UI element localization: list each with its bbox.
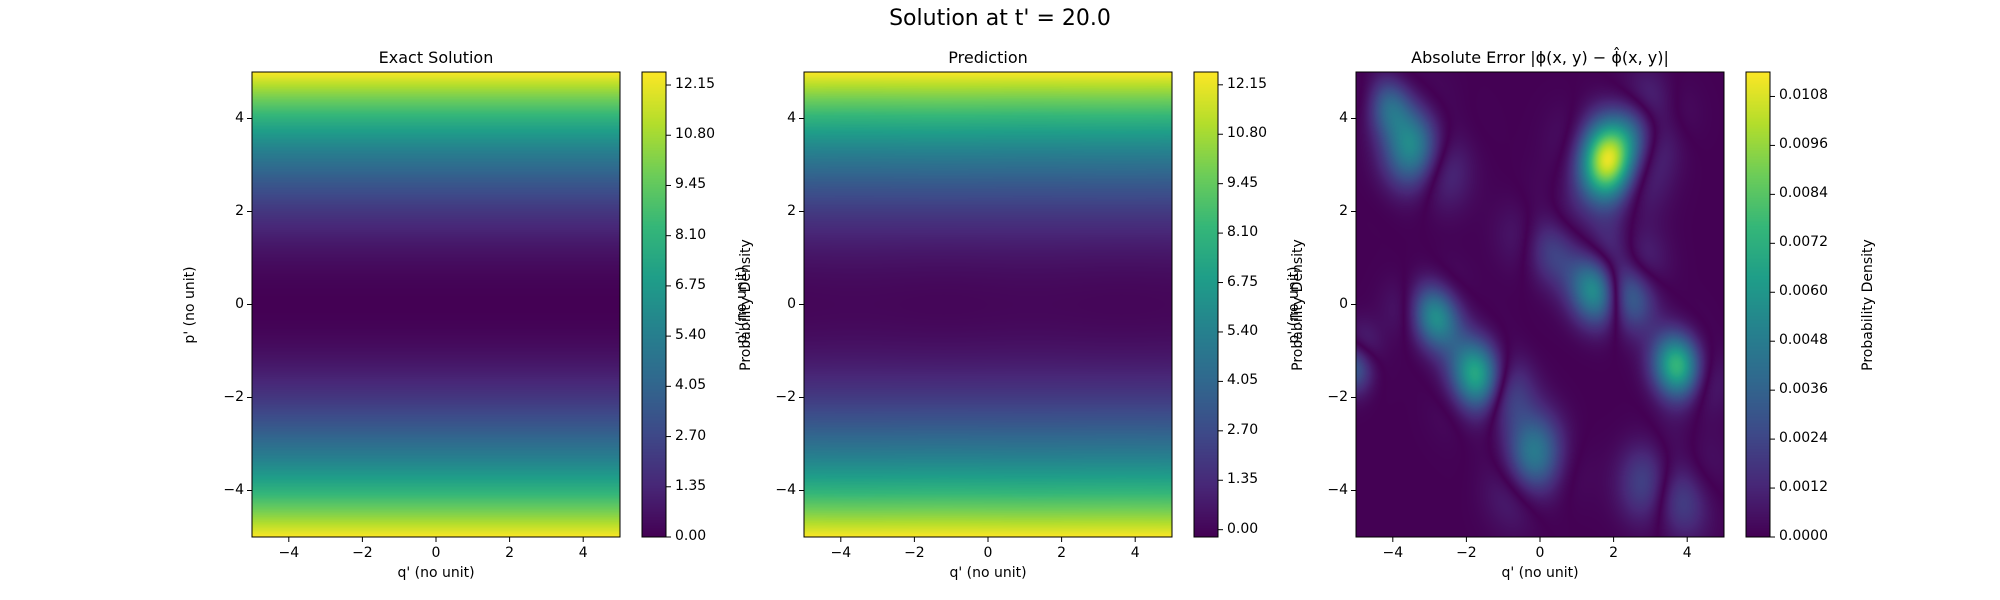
x-tick-label: −2: [352, 545, 373, 561]
x-tick-label: 2: [1609, 545, 1619, 561]
x-tick-label: 2: [505, 545, 515, 561]
y-tick-label: −2: [223, 388, 244, 405]
y-tick-label: 2: [787, 202, 796, 219]
colorbar-tick-label: 1.35: [675, 477, 707, 494]
y-tick-label: −2: [775, 388, 796, 405]
y-tick-label: 0: [1339, 295, 1348, 312]
colorbar-tick-label: 0.0012: [1779, 479, 1828, 496]
colorbar-tick-label: 12.15: [675, 76, 716, 93]
panel-title: Absolute Error |ϕ(x, y) − ϕ̂(x, y)|: [1411, 48, 1669, 67]
x-tick-label: 4: [1682, 545, 1692, 561]
colorbar-tick-label: 9.45: [675, 176, 707, 193]
colorbar-tick-label: 0.0060: [1779, 283, 1828, 300]
x-tick-label: −2: [904, 545, 925, 561]
x-tick-label: −4: [830, 545, 852, 561]
colorbar-tick-label: 0.0024: [1779, 430, 1828, 447]
colorbar-tick-label: 9.45: [1227, 174, 1259, 191]
figure-title: Solution at t' = 20.0: [889, 6, 1111, 31]
y-tick-label: −4: [1327, 481, 1348, 498]
colorbar-tick-label: 2.70: [675, 427, 707, 444]
x-tick-label: 0: [431, 545, 441, 561]
panel-title: Exact Solution: [378, 48, 494, 67]
x-tick-label: −4: [278, 545, 300, 561]
colorbar-tick-label: 0.0000: [1779, 528, 1828, 544]
y-tick-label: −4: [775, 481, 796, 498]
colorbar-tick-label: 4.05: [675, 377, 707, 394]
panel-title: Prediction: [948, 48, 1028, 67]
colorbar-tick-label: 1.35: [1227, 471, 1259, 488]
x-tick-label: 4: [578, 545, 588, 561]
colorbar-tick-label: 8.10: [675, 226, 707, 243]
colorbar-tick-label: 5.40: [1227, 322, 1259, 339]
x-axis-label: q' (no unit): [397, 565, 475, 581]
colorbar-tick-label: 2.70: [1227, 421, 1259, 438]
y-tick-label: 4: [235, 109, 244, 126]
colorbar-tick-label: 12.15: [1227, 75, 1268, 92]
colorbar-tick-label: 4.05: [1227, 372, 1259, 389]
y-tick-label: 2: [1339, 202, 1348, 219]
colorbar: [642, 72, 666, 537]
colorbar-tick-label: 10.80: [675, 126, 716, 143]
x-tick-label: 2: [1057, 545, 1067, 561]
colorbar: [1194, 72, 1218, 537]
colorbar-label: Probability Density: [1860, 238, 1876, 371]
colorbar-tick-label: 10.80: [1227, 125, 1268, 142]
colorbar-tick-label: 0.0048: [1779, 332, 1828, 349]
y-tick-label: −2: [1327, 388, 1348, 405]
colorbar-tick-label: 0.0096: [1779, 136, 1828, 153]
x-tick-label: 0: [1535, 545, 1545, 561]
y-tick-label: 2: [235, 202, 244, 219]
x-axis-label: q' (no unit): [949, 565, 1027, 581]
y-tick-label: 4: [787, 109, 796, 126]
colorbar-tick-label: 0.0084: [1779, 185, 1828, 202]
x-axis-label: q' (no unit): [1501, 565, 1579, 581]
x-tick-label: 0: [983, 545, 993, 561]
x-tick-label: 4: [1130, 545, 1140, 561]
colorbar-tick-label: 0.00: [675, 528, 707, 544]
x-tick-label: −4: [1382, 545, 1404, 561]
colorbar-tick-label: 0.00: [1227, 520, 1259, 537]
x-tick-label: −2: [1456, 545, 1477, 561]
heatmap-image: [1356, 72, 1724, 537]
colorbar-tick-label: 0.0036: [1779, 381, 1828, 398]
colorbar-tick-label: 0.0072: [1779, 234, 1828, 251]
colorbar-tick-label: 5.40: [675, 327, 707, 344]
heatmap-image: [252, 72, 620, 537]
colorbar: [1746, 72, 1770, 537]
y-tick-label: −4: [223, 481, 244, 498]
colorbar-tick-label: 6.75: [1227, 273, 1259, 290]
y-tick-label: 0: [235, 295, 244, 312]
colorbar-tick-label: 8.10: [1227, 224, 1259, 241]
y-axis-label: p' (no unit): [1286, 265, 1302, 344]
heatmap-image: [804, 72, 1172, 537]
y-tick-label: 4: [1339, 109, 1348, 126]
colorbar-tick-label: 6.75: [675, 276, 707, 293]
colorbar-tick-label: 0.0108: [1779, 87, 1828, 104]
y-tick-label: 0: [787, 295, 796, 312]
